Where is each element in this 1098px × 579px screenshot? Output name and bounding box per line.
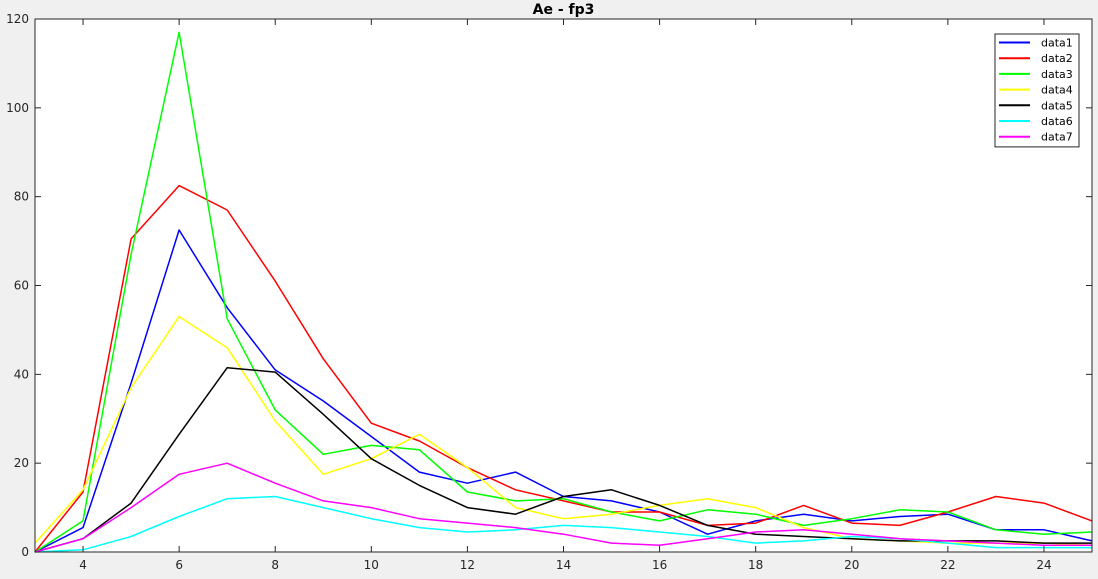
legend-label-data2: data2 <box>1041 52 1073 65</box>
x-tick-label: 8 <box>271 558 279 572</box>
y-tick-label: 80 <box>14 190 29 204</box>
x-tick-label: 10 <box>364 558 379 572</box>
axes-background <box>35 19 1092 552</box>
y-tick-label: 40 <box>14 367 29 381</box>
y-tick-label: 120 <box>6 12 29 26</box>
x-tick-label: 20 <box>844 558 859 572</box>
y-tick-label: 20 <box>14 456 29 470</box>
chart-title: Ae - fp3 <box>533 2 595 18</box>
x-tick-label: 12 <box>460 558 475 572</box>
x-tick-label: 24 <box>1036 558 1051 572</box>
y-tick-label: 100 <box>6 101 29 115</box>
x-tick-label: 22 <box>940 558 955 572</box>
x-tick-label: 4 <box>79 558 87 572</box>
axis-ticks: 4 6 8 10 12 14 16 18 20 22 24 0 20 40 60 80 100 120 <box>6 12 1092 572</box>
x-tick-label: 6 <box>175 558 183 572</box>
x-tick-label: 14 <box>556 558 571 572</box>
x-tick-label: 18 <box>748 558 763 572</box>
series-line-data3 <box>34 31 1093 553</box>
series-line-data2 <box>34 184 1093 553</box>
legend-label-data3: data3 <box>1041 68 1073 81</box>
legend-label-data6: data6 <box>1041 115 1073 128</box>
legend-label-data7: data7 <box>1041 131 1073 144</box>
legend-label-data4: data4 <box>1041 84 1073 97</box>
series-line-data7 <box>34 462 1092 553</box>
data-lines <box>34 31 1093 553</box>
y-tick-label: 0 <box>21 545 29 559</box>
legend-label-data1: data1 <box>1041 37 1073 50</box>
legend[interactable]: data1 data2 data3 data4 data5 data6 data7 <box>994 33 1080 148</box>
legend-label-data5: data5 <box>1041 99 1073 112</box>
x-tick-label: 16 <box>652 558 667 572</box>
y-tick-label: 60 <box>14 279 29 293</box>
